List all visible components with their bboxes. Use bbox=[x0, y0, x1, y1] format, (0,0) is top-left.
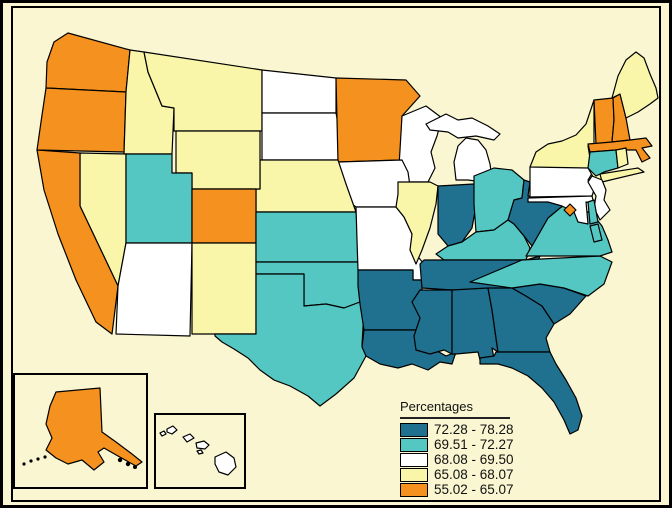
state-vt bbox=[593, 97, 615, 145]
legend-swatch bbox=[400, 467, 428, 482]
state-hi-oahu bbox=[182, 433, 195, 443]
state-nj bbox=[587, 175, 611, 221]
state-az bbox=[115, 242, 193, 337]
legend-row: 69.51 - 72.27 bbox=[397, 437, 567, 452]
state-hi-kauai bbox=[166, 425, 178, 435]
legend-label: 55.02 - 65.07 bbox=[434, 482, 514, 497]
legend-label: 68.08 - 69.50 bbox=[434, 452, 514, 467]
alaska-inset bbox=[13, 373, 148, 489]
state-nd bbox=[261, 69, 337, 114]
state-me bbox=[611, 51, 659, 119]
state-ca bbox=[36, 149, 119, 335]
legend-label: 69.51 - 72.27 bbox=[434, 437, 514, 452]
state-nc bbox=[469, 255, 613, 297]
legend-swatch bbox=[400, 422, 428, 437]
state-sd bbox=[261, 112, 342, 161]
state-nm bbox=[191, 242, 257, 335]
legend-swatch bbox=[400, 482, 428, 497]
state-hi-niihau bbox=[159, 430, 167, 437]
legend-label: 65.08 - 68.07 bbox=[434, 467, 514, 482]
state-or bbox=[36, 87, 127, 153]
state-hi-kahoolawe bbox=[196, 449, 204, 455]
state-mi-upper bbox=[425, 113, 501, 141]
hawaii-inset-box bbox=[154, 413, 246, 489]
legend-title: Percentages bbox=[400, 399, 473, 414]
state-fl bbox=[479, 351, 583, 435]
state-ri bbox=[615, 147, 629, 169]
inner-border bbox=[11, 6, 661, 502]
legend: Percentages 72.28 - 78.28 69.51 - 72.27 … bbox=[397, 399, 567, 497]
legend-row: 65.08 - 68.07 bbox=[397, 467, 567, 482]
state-hi-maui bbox=[195, 440, 210, 450]
state-ne bbox=[255, 159, 357, 213]
hawaii-inset bbox=[154, 413, 246, 489]
legend-label: 72.28 - 78.28 bbox=[434, 422, 514, 437]
state-va-eastern-shore bbox=[589, 223, 603, 243]
alaska-inset-box bbox=[13, 373, 148, 489]
state-ks bbox=[255, 211, 361, 263]
legend-row: 72.28 - 78.28 bbox=[397, 422, 567, 437]
legend-row: 68.08 - 69.50 bbox=[397, 452, 567, 467]
legend-swatch bbox=[400, 437, 428, 452]
state-de bbox=[587, 199, 599, 225]
state-dc-marker bbox=[563, 203, 577, 217]
state-tx bbox=[214, 273, 367, 407]
contiguous-states bbox=[36, 32, 659, 435]
state-ak bbox=[45, 387, 143, 471]
state-wa bbox=[45, 32, 131, 93]
aleutian-islands bbox=[22, 455, 137, 469]
state-hi-big-island bbox=[214, 451, 237, 476]
legend-divider bbox=[400, 417, 510, 419]
legend-swatch bbox=[400, 452, 428, 467]
state-co bbox=[191, 188, 257, 244]
legend-row: 55.02 - 65.07 bbox=[397, 482, 567, 497]
